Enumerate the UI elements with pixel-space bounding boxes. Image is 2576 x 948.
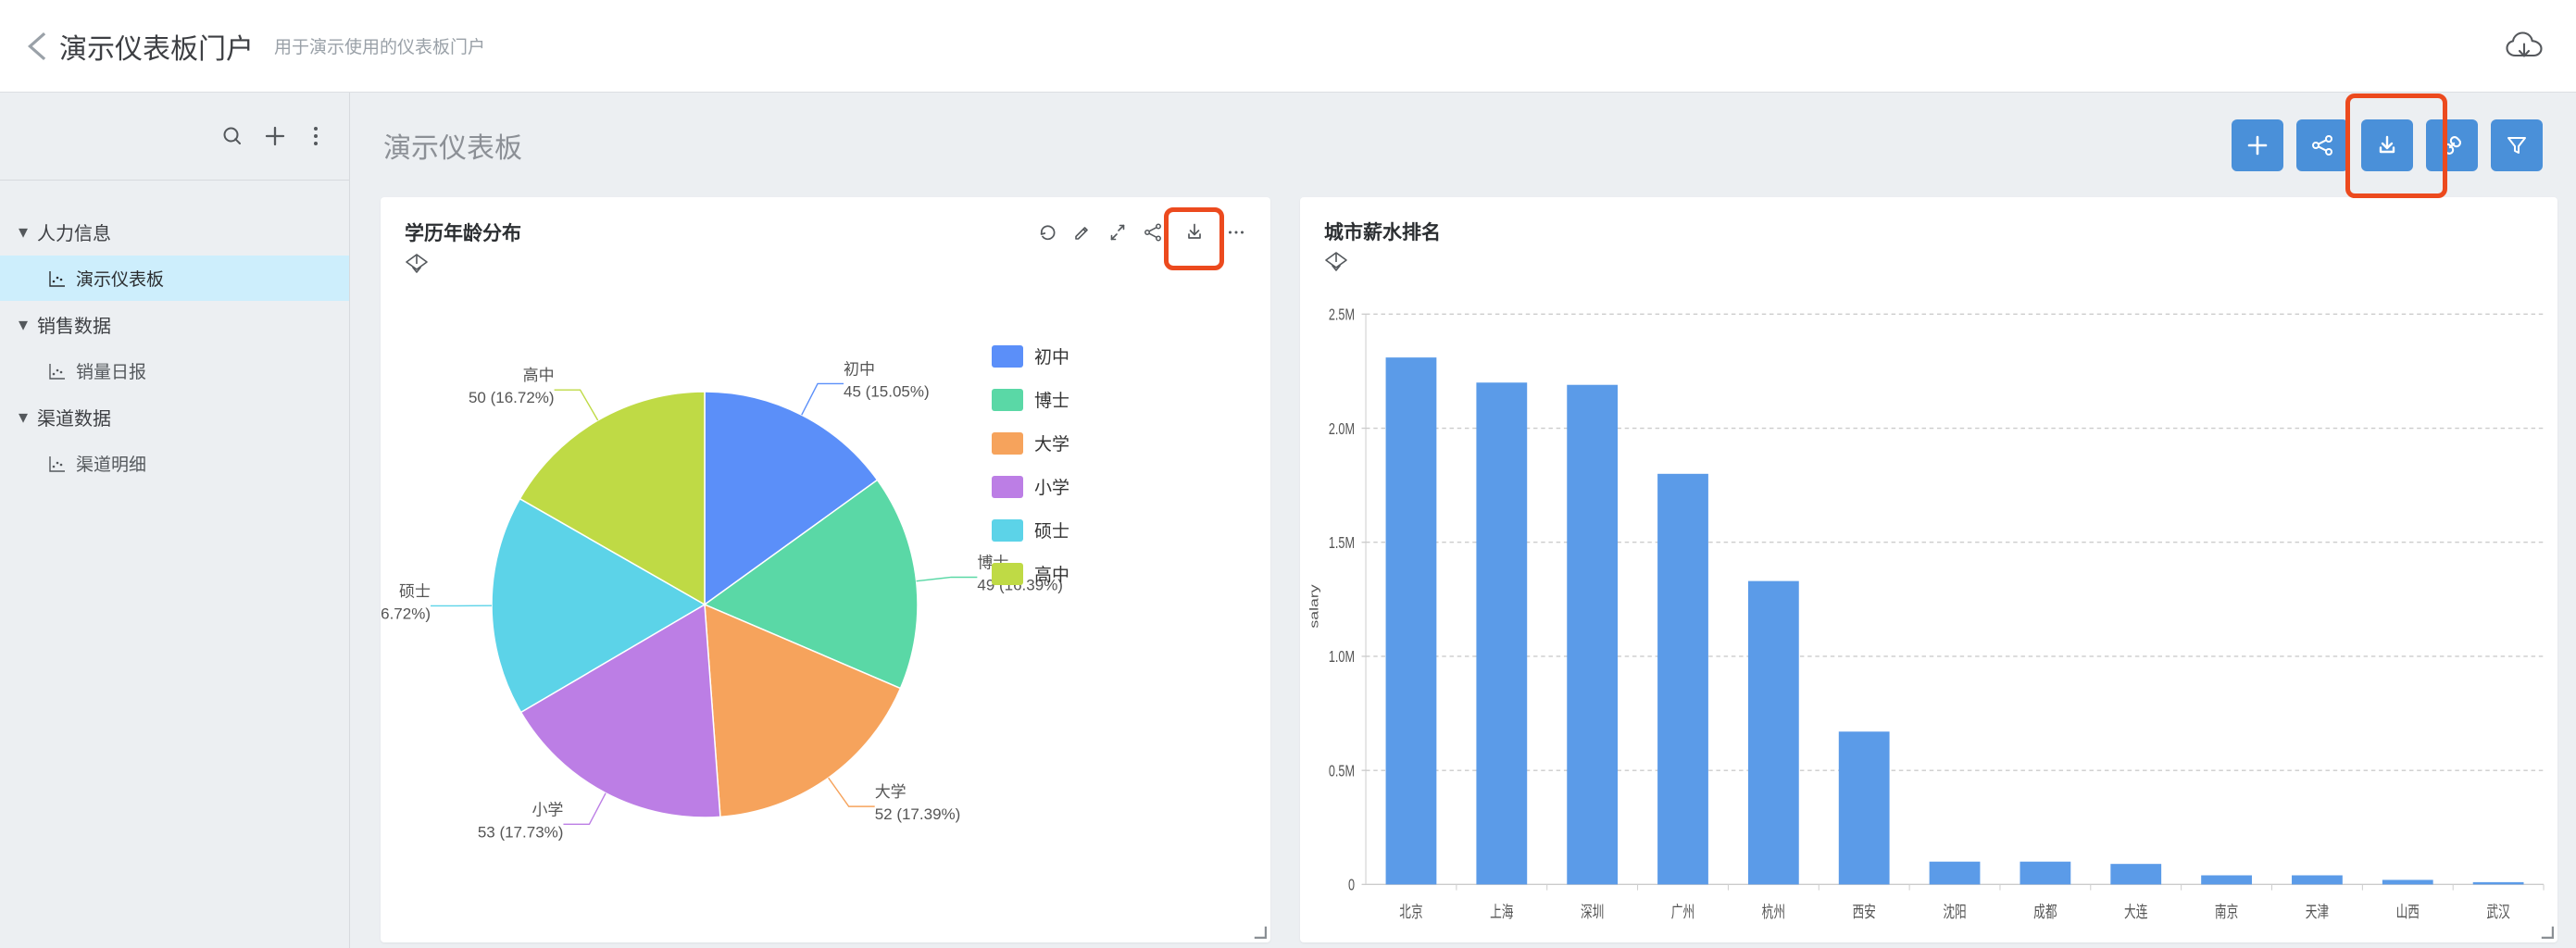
svg-text:武汉: 武汉 — [2486, 903, 2509, 922]
svg-text:2.5M: 2.5M — [1329, 306, 1355, 325]
svg-text:广州: 广州 — [1671, 903, 1694, 922]
svg-text:北京: 北京 — [1399, 903, 1422, 922]
svg-text:0: 0 — [1348, 877, 1355, 895]
svg-text:salary: salary — [1308, 584, 1321, 629]
svg-text:初中: 初中 — [1034, 347, 1069, 368]
svg-text:1.5M: 1.5M — [1329, 534, 1355, 553]
svg-text:上海: 上海 — [1490, 903, 1513, 922]
svg-text:0.5M: 0.5M — [1329, 762, 1355, 780]
svg-text:成都: 成都 — [2033, 903, 2057, 922]
svg-text:博士: 博士 — [1034, 391, 1069, 411]
svg-text:南京: 南京 — [2215, 903, 2238, 922]
svg-text:深圳: 深圳 — [1581, 903, 1604, 922]
svg-text:大学: 大学 — [1034, 434, 1069, 455]
svg-text:2.0M: 2.0M — [1329, 420, 1355, 439]
svg-text:山西: 山西 — [2396, 903, 2420, 922]
svg-text:天津: 天津 — [2306, 903, 2329, 922]
svg-text:硕士50 (16.72%): 硕士50 (16.72%) — [381, 582, 431, 622]
svg-text:1.0M: 1.0M — [1329, 648, 1355, 667]
svg-text:硕士: 硕士 — [1034, 521, 1069, 542]
svg-text:沈阳: 沈阳 — [1943, 903, 1966, 922]
svg-text:杭州: 杭州 — [1762, 903, 1785, 922]
svg-text:大连: 大连 — [2124, 903, 2148, 922]
svg-text:小学: 小学 — [1034, 478, 1069, 498]
svg-text:高中: 高中 — [1034, 565, 1069, 585]
svg-text:西安: 西安 — [1852, 903, 1875, 922]
